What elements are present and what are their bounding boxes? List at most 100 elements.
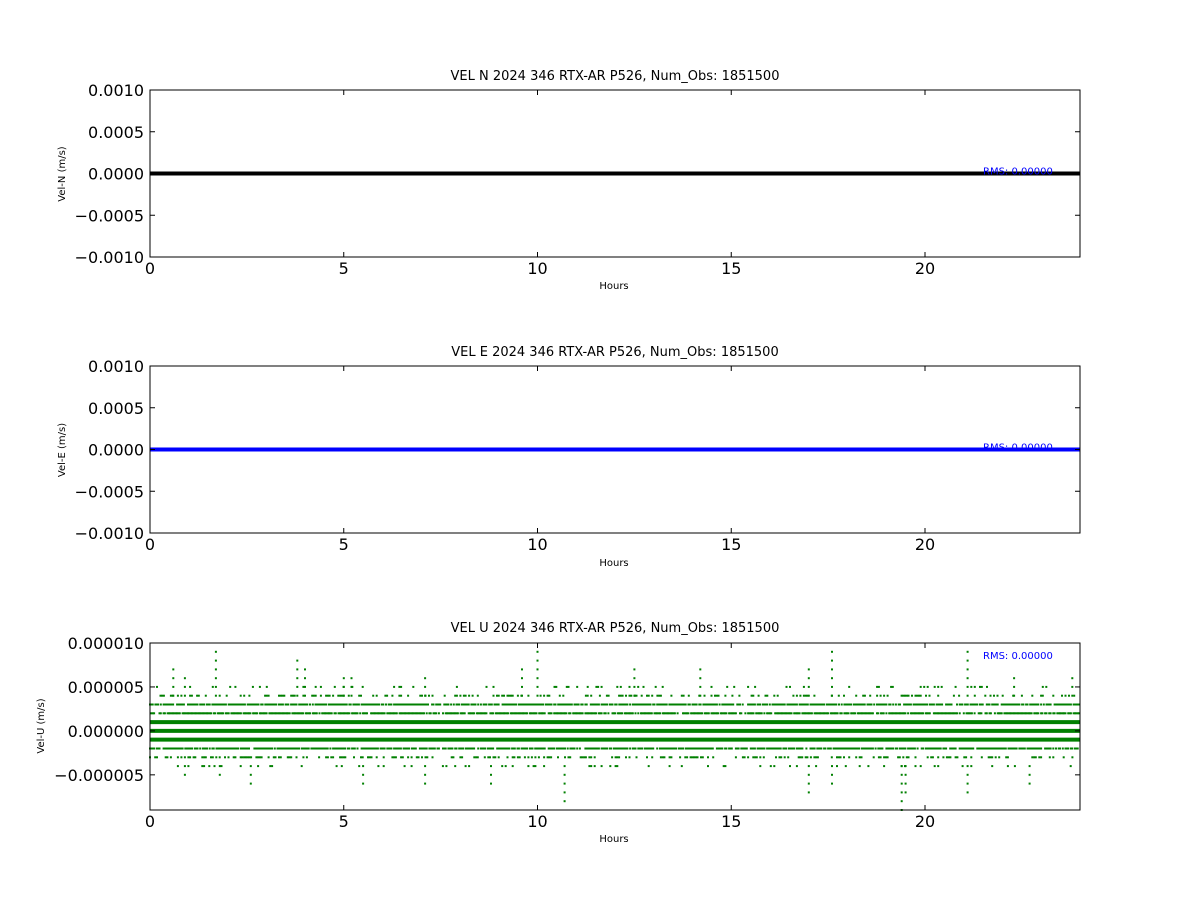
- scatter-point: [471, 703, 474, 706]
- scatter-point: [248, 712, 250, 715]
- scatter-point: [513, 756, 516, 759]
- scatter-point: [1075, 712, 1078, 715]
- scatter-point: [375, 756, 378, 759]
- scatter-point: [191, 712, 193, 715]
- scatter-point: [981, 703, 984, 706]
- scatter-point: [625, 712, 627, 715]
- scatter-point: [751, 712, 754, 715]
- scatter-point: [877, 685, 880, 688]
- scatter-point: [264, 747, 267, 750]
- scatter-point: [535, 703, 538, 706]
- scatter-point: [728, 712, 731, 715]
- scatter-point: [151, 703, 154, 706]
- scatter-point: [855, 747, 858, 750]
- scatter-point: [950, 703, 953, 706]
- scatter-point: [267, 694, 270, 697]
- scatter-point: [583, 756, 586, 759]
- scatter-point: [656, 747, 659, 750]
- scatter-point: [709, 703, 712, 706]
- scatter-point: [966, 677, 969, 680]
- scatter-point: [568, 712, 571, 715]
- scatter-point: [699, 747, 702, 750]
- scatter-point: [212, 712, 215, 715]
- scatter-point: [1013, 685, 1016, 688]
- scatter-point: [188, 747, 191, 750]
- scatter-point: [347, 747, 349, 750]
- scatter-point: [516, 756, 519, 759]
- rms-annotation: RMS: 0.00000: [983, 443, 1053, 454]
- scatter-point: [243, 747, 246, 750]
- scatter-point: [749, 747, 752, 750]
- scatter-point: [860, 756, 863, 759]
- scatter-point: [503, 694, 505, 697]
- scatter-point: [937, 712, 939, 715]
- scatter-point: [885, 747, 888, 750]
- scatter-point: [196, 712, 199, 715]
- scatter-point: [340, 694, 343, 697]
- scatter-point: [490, 765, 492, 768]
- scatter-point: [370, 703, 373, 706]
- scatter-point: [276, 712, 279, 715]
- scatter-point: [433, 712, 436, 715]
- scatter-point: [807, 791, 810, 794]
- scatter-point: [527, 694, 530, 697]
- scatter-point: [642, 685, 645, 688]
- scatter-point: [473, 712, 476, 715]
- scatter-point: [189, 685, 192, 688]
- scatter-point: [238, 712, 241, 715]
- scatter-point: [806, 712, 809, 715]
- scatter-point: [869, 712, 872, 715]
- scatter-point: [439, 703, 442, 706]
- scatter-point: [494, 703, 497, 706]
- scatter-point: [489, 703, 492, 706]
- scatter-point: [526, 747, 528, 750]
- scatter-point: [497, 756, 500, 759]
- scatter-point: [515, 703, 518, 706]
- scatter-point: [337, 703, 340, 706]
- scatter-point: [726, 703, 729, 706]
- scatter-point: [838, 747, 840, 750]
- scatter-point: [211, 685, 214, 688]
- y-tick-label: 0.0010: [88, 357, 144, 376]
- scatter-point: [737, 747, 740, 750]
- scatter-point: [672, 712, 675, 715]
- scatter-point: [640, 694, 643, 697]
- scatter-point: [1006, 712, 1009, 715]
- x-tick-label: 5: [339, 812, 349, 831]
- scatter-point: [500, 747, 503, 750]
- scatter-point: [559, 712, 562, 715]
- scatter-point: [802, 712, 805, 715]
- scatter-point: [691, 712, 694, 715]
- scatter-point: [762, 756, 765, 759]
- scatter-point: [839, 712, 842, 715]
- scatter-point: [534, 712, 537, 715]
- scatter-point: [852, 703, 855, 706]
- scatter-point: [385, 703, 387, 706]
- scatter-point: [185, 712, 188, 715]
- scatter-point: [403, 765, 406, 768]
- scatter-point: [254, 703, 257, 706]
- scatter-point: [949, 747, 952, 750]
- scatter-point: [462, 747, 465, 750]
- scatter-point: [1061, 712, 1064, 715]
- scatter-point: [460, 747, 463, 750]
- panel-vel-u-ylabel: Vel-U (m/s): [36, 698, 47, 753]
- scatter-point: [908, 703, 911, 706]
- scatter-point: [966, 782, 969, 785]
- scatter-point: [344, 756, 347, 759]
- scatter-point: [382, 747, 385, 750]
- scatter-point: [424, 756, 427, 759]
- scatter-point: [736, 747, 739, 750]
- scatter-point: [747, 685, 750, 688]
- axes-frame: [149, 642, 1081, 811]
- scatter-point: [703, 747, 706, 750]
- scatter-point: [606, 703, 609, 706]
- scatter-point: [183, 756, 186, 759]
- scatter-point: [941, 712, 944, 715]
- scatter-point: [621, 703, 623, 706]
- scatter-point: [748, 703, 751, 706]
- scatter-point: [1029, 712, 1032, 715]
- scatter-point: [863, 747, 866, 750]
- scatter-point: [201, 703, 204, 706]
- scatter-point: [738, 694, 741, 697]
